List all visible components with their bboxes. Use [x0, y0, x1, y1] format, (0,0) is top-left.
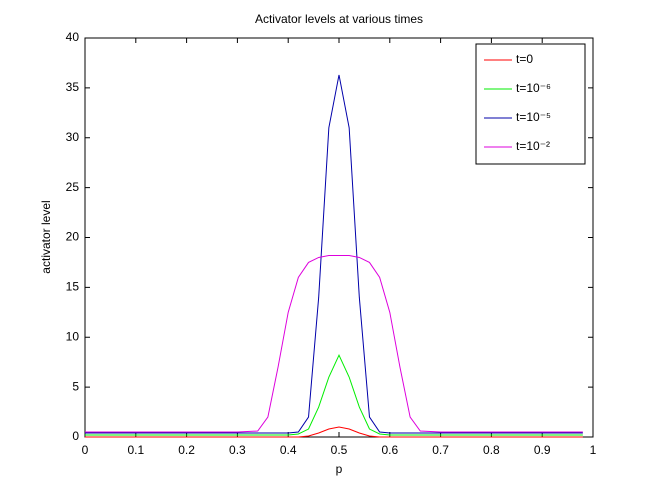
x-tick-label: 0.6	[381, 443, 398, 457]
y-tick-label: 20	[66, 230, 80, 244]
legend-label: t=10⁻⁵	[516, 110, 551, 124]
legend-label: t=0	[516, 52, 533, 66]
legend-label: t=10⁻²	[516, 139, 550, 153]
x-axis-label: p	[336, 462, 343, 476]
y-axis-label: activator level	[39, 200, 53, 273]
x-tick-label: 0.9	[534, 443, 551, 457]
line	[85, 74, 583, 434]
y-tick-label: 35	[66, 80, 80, 94]
chart-title: Activator levels at various times	[255, 12, 423, 26]
x-tick-label: 0	[82, 443, 89, 457]
line	[85, 254, 583, 433]
x-tick-label: 0.3	[229, 443, 246, 457]
x-tick-label: 0.4	[280, 443, 297, 457]
y-tick-label: 40	[66, 30, 80, 44]
y-tick-label: 25	[66, 180, 80, 194]
y-tick-label: 10	[66, 329, 80, 343]
x-tick-label: 0.2	[178, 443, 195, 457]
y-tick-label: 15	[66, 280, 80, 294]
x-tick-label: 0.8	[483, 443, 500, 457]
legend	[475, 43, 586, 165]
y-tick-label: 0	[72, 429, 79, 443]
y-tick-label: 5	[72, 379, 79, 393]
x-tick-label: 0.7	[432, 443, 449, 457]
x-tick-label: 0.1	[127, 443, 144, 457]
x-tick-label: 1	[590, 443, 597, 457]
line	[85, 426, 583, 438]
legend-label: t=10⁻⁶	[516, 81, 551, 95]
x-tick-label: 0.5	[331, 443, 348, 457]
line	[85, 354, 583, 436]
y-tick-label: 30	[66, 130, 80, 144]
